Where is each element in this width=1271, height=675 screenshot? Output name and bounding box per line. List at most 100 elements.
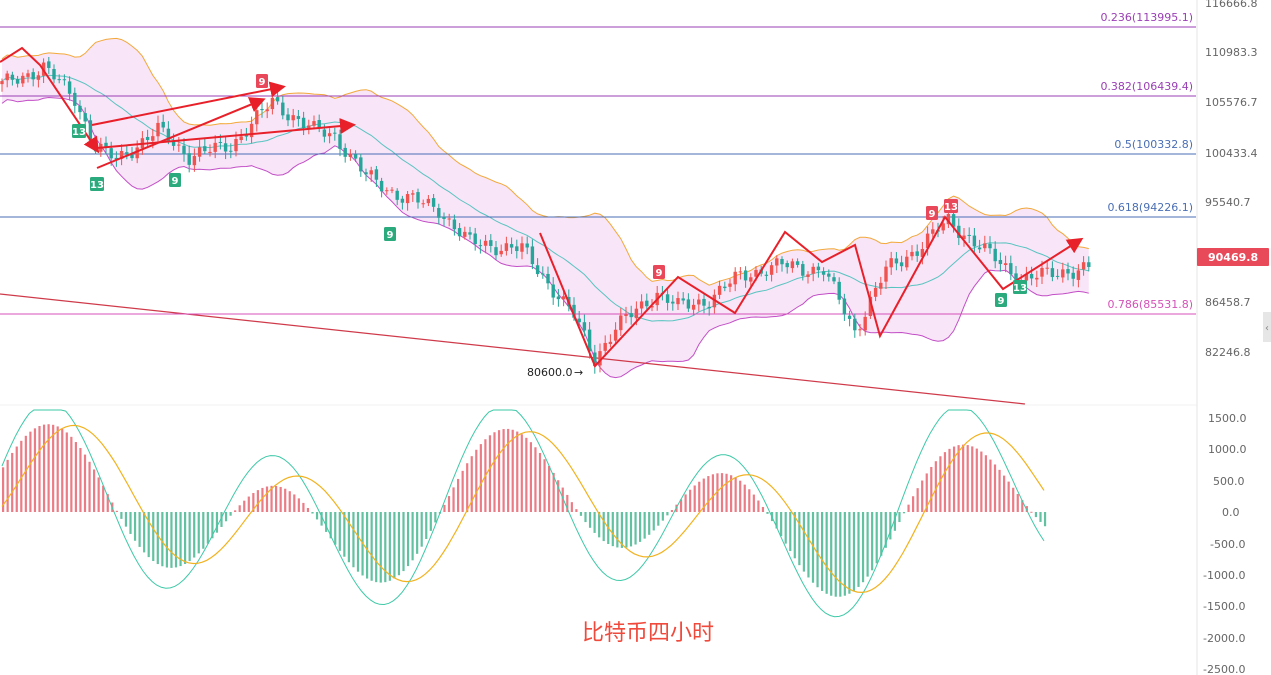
fib-label: 0.618(94226.1) xyxy=(1107,201,1193,214)
macd-bar xyxy=(616,512,619,548)
macd-tick: -2000.0 xyxy=(1203,632,1245,645)
macd-bar xyxy=(857,512,860,587)
price-tick: 95540.7 xyxy=(1205,196,1251,209)
macd-bar xyxy=(670,510,674,512)
macd-bar xyxy=(293,494,296,512)
macd-bar xyxy=(115,510,118,512)
macd-bar xyxy=(566,494,569,512)
macd-bar xyxy=(802,512,805,572)
macd-bar xyxy=(652,512,655,531)
macd-bar xyxy=(379,512,382,583)
candle-body xyxy=(879,282,883,289)
wave-path xyxy=(96,118,356,149)
candle-body xyxy=(691,304,696,310)
candle-body xyxy=(10,74,15,80)
td-badge xyxy=(90,177,104,191)
macd-dif-line xyxy=(1,409,1045,618)
macd-bar xyxy=(898,512,901,523)
macd-bar xyxy=(452,487,455,512)
macd-bar xyxy=(229,512,232,516)
macd-bar xyxy=(816,512,819,588)
candle-body xyxy=(749,277,753,282)
macd-bar xyxy=(1012,487,1015,512)
candle-body xyxy=(197,147,202,157)
candle-body xyxy=(1035,277,1039,280)
candle-body xyxy=(977,247,982,250)
macd-bar xyxy=(579,512,583,516)
candle-body xyxy=(348,153,353,158)
macd-bar xyxy=(811,512,815,583)
candle-body xyxy=(884,266,888,282)
candle-body xyxy=(260,109,264,111)
macd-bar xyxy=(470,456,473,512)
macd-bar xyxy=(457,478,460,512)
candle-body xyxy=(905,256,909,268)
macd-bar xyxy=(402,512,405,572)
macd-bar xyxy=(1007,481,1010,512)
candle-body xyxy=(416,192,420,203)
macd-bar xyxy=(161,512,164,567)
macd-bar xyxy=(884,512,887,548)
macd-bar xyxy=(11,452,14,512)
macd-bar xyxy=(384,512,387,583)
candle-body xyxy=(244,135,249,137)
candle-body xyxy=(468,232,472,235)
macd-bar xyxy=(434,512,437,523)
candle-body xyxy=(624,314,628,317)
candle-body xyxy=(353,154,358,159)
candle-body xyxy=(920,248,925,258)
macd-bar xyxy=(429,512,432,531)
candle-body xyxy=(369,170,373,175)
candle-body xyxy=(431,198,436,207)
macd-bar xyxy=(338,512,341,551)
wave-path xyxy=(0,46,100,154)
macd-bar xyxy=(707,476,710,512)
candle-body xyxy=(790,261,795,269)
macd-bar xyxy=(930,466,933,512)
candle-body xyxy=(993,248,997,262)
macd-bar xyxy=(347,512,350,563)
candle-body xyxy=(203,146,207,152)
candle-body xyxy=(473,233,477,245)
macd-bar xyxy=(520,434,523,512)
macd-bar xyxy=(97,477,100,512)
candle-body xyxy=(114,157,119,160)
macd-bar xyxy=(234,510,237,512)
candle-body xyxy=(1087,262,1091,267)
candle-body xyxy=(67,81,72,94)
macd-bar xyxy=(511,429,514,512)
macd-bar xyxy=(129,512,132,534)
macd-bar xyxy=(243,500,246,512)
macd-bar xyxy=(275,486,278,512)
candle-body xyxy=(1014,273,1018,285)
candle-body xyxy=(764,274,769,276)
macd-bar xyxy=(370,512,373,581)
candle-body xyxy=(946,214,951,225)
td-badge-label: 13 xyxy=(72,127,86,138)
low-arrow-glyph: → xyxy=(574,366,583,379)
candle-body xyxy=(1045,267,1049,269)
macd-bar xyxy=(406,512,410,567)
td-badge xyxy=(944,199,958,213)
candle-body xyxy=(827,273,831,277)
candle-body xyxy=(125,152,129,155)
candle-body xyxy=(296,116,301,119)
macd-bar xyxy=(634,512,637,545)
macd-bar xyxy=(284,488,287,512)
macd-dea-line xyxy=(1,424,1045,594)
candle-body xyxy=(275,97,280,102)
macd-bar xyxy=(488,435,492,512)
candle-body xyxy=(286,114,290,121)
candle-body xyxy=(187,153,191,165)
wave-arrows xyxy=(0,46,1084,368)
candle-body xyxy=(239,136,243,141)
candle-body xyxy=(270,97,275,110)
macd-bar xyxy=(957,445,960,512)
macd-bar xyxy=(334,512,337,545)
candle-body xyxy=(639,301,644,309)
candle-body xyxy=(255,110,259,125)
td-badge-label: 13 xyxy=(90,180,104,191)
candle-body xyxy=(556,296,561,300)
collapse-handle[interactable]: ‹ xyxy=(1263,312,1271,342)
macd-bar xyxy=(730,475,733,512)
